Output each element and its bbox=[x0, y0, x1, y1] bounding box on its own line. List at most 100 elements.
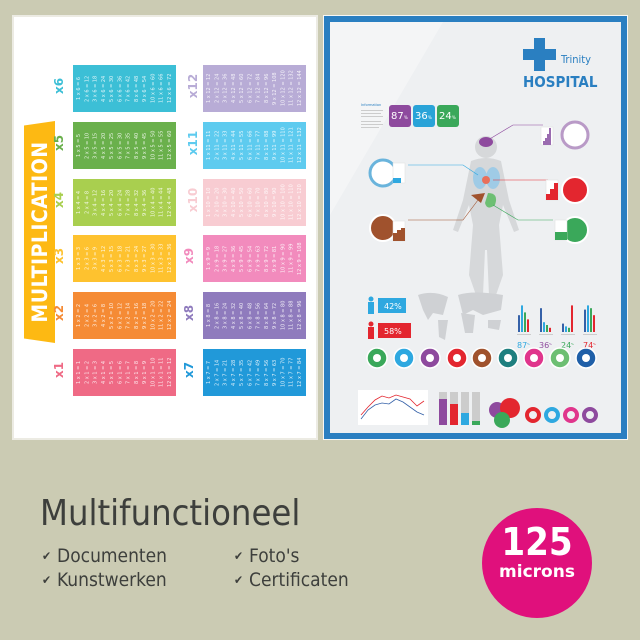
table-line: 6 x 5 = 30 bbox=[117, 132, 124, 159]
table-line: 10 x 7 = 70 bbox=[280, 357, 287, 388]
table-line: 3 x 1 = 3 bbox=[92, 360, 99, 385]
table-line: 2 x 12 = 24 bbox=[214, 73, 221, 104]
bar bbox=[524, 312, 526, 332]
table-line: 8 x 1 = 8 bbox=[133, 360, 140, 385]
table-line: 6 x 1 = 6 bbox=[117, 360, 124, 385]
feature-item: ✔ Documenten bbox=[42, 545, 167, 567]
table-line: 7 x 6 = 42 bbox=[125, 75, 132, 102]
table-line: 1 x 11 = 11 bbox=[206, 130, 213, 161]
world-map bbox=[418, 292, 503, 340]
table-line: 11 x 1 = 11 bbox=[158, 357, 165, 388]
table-line: 1 x 10 = 10 bbox=[206, 187, 213, 218]
table-line: 1 x 9 = 9 bbox=[206, 246, 213, 271]
table-line: 5 x 2 = 10 bbox=[109, 302, 116, 329]
table-line: 3 x 9 = 27 bbox=[222, 245, 229, 272]
table-line: 7 x 10 = 70 bbox=[255, 187, 262, 218]
bar bbox=[549, 327, 551, 332]
bar-group-label: 74 bbox=[583, 341, 593, 350]
feature-label: Certificaten bbox=[249, 569, 349, 591]
apple-icon bbox=[575, 347, 597, 369]
hospital-poster: Trinity HOSPITAL Information 87% 36% 24% bbox=[323, 15, 628, 440]
heart-organ bbox=[482, 176, 490, 184]
table-line: 1 x 12 = 12 bbox=[206, 73, 213, 104]
table-line: 11 x 8 = 88 bbox=[288, 300, 295, 331]
table-line: 10 x 3 = 30 bbox=[150, 243, 157, 274]
table-line: 9 x 12 = 108 bbox=[272, 72, 279, 105]
hospital-infographic: Trinity HOSPITAL Information 87% 36% 24% bbox=[324, 16, 627, 439]
table-line: 4 x 10 = 40 bbox=[230, 187, 237, 218]
bar-baseline bbox=[561, 334, 575, 335]
bar-baseline bbox=[539, 334, 553, 335]
table-line: 5 x 5 = 25 bbox=[109, 132, 116, 159]
table-label: x1 bbox=[52, 361, 67, 379]
connector-lines bbox=[408, 124, 553, 221]
table-line: 4 x 9 = 36 bbox=[230, 245, 237, 272]
table-line: 3 x 6 = 18 bbox=[92, 75, 99, 102]
table-line: 12 x 4 = 48 bbox=[166, 187, 173, 218]
table-line: 12 x 12 = 144 bbox=[296, 70, 303, 107]
stomach-icon bbox=[366, 347, 388, 369]
table-line: 10 x 5 = 50 bbox=[150, 130, 157, 161]
gender-stats: 42% 58% bbox=[368, 296, 411, 339]
table-line: 4 x 6 = 24 bbox=[100, 75, 107, 102]
table-line: 7 x 8 = 56 bbox=[255, 302, 262, 329]
table-line: 8 x 10 = 80 bbox=[263, 187, 270, 218]
table-line: 5 x 11 = 55 bbox=[239, 130, 246, 161]
bar-group-label: 87 bbox=[517, 341, 527, 350]
table-line: 11 x 3 = 33 bbox=[158, 243, 165, 274]
table-line: 12 x 7 = 84 bbox=[296, 357, 303, 388]
table-label: x11 bbox=[186, 130, 201, 156]
bar bbox=[587, 305, 589, 332]
table-line: 1 x 3 = 3 bbox=[76, 246, 83, 271]
liver-icon bbox=[471, 347, 493, 369]
table-line: 3 x 5 = 15 bbox=[92, 132, 99, 159]
bar bbox=[518, 315, 520, 332]
bar bbox=[593, 315, 595, 332]
table-line: 12 x 10 = 120 bbox=[296, 184, 303, 221]
thickness-badge: 125 microns bbox=[482, 508, 592, 618]
blue-frame bbox=[324, 16, 627, 439]
table-line: 10 x 6 = 60 bbox=[150, 73, 157, 104]
table-line: 10 x 10 = 100 bbox=[280, 184, 287, 221]
table-label: x8 bbox=[182, 304, 197, 322]
table-line: 12 x 6 = 72 bbox=[166, 73, 173, 104]
table-line: 2 x 9 = 18 bbox=[214, 245, 221, 272]
times-table-12: 1 x 12 = 12 2 x 12 = 24 3 x 12 = 36 4 x 12 … bbox=[203, 65, 306, 112]
table-line: 3 x 11 = 33 bbox=[222, 130, 229, 161]
bar bbox=[562, 323, 564, 332]
table-line: 6 x 3 = 18 bbox=[117, 245, 124, 272]
info-text-lines bbox=[361, 110, 383, 128]
table-line: 3 x 3 = 9 bbox=[92, 246, 99, 271]
glare bbox=[330, 22, 443, 215]
table-line: 7 x 7 = 49 bbox=[255, 359, 262, 386]
bar bbox=[543, 322, 545, 332]
table-line: 2 x 11 = 22 bbox=[214, 130, 221, 161]
info-heading: Information bbox=[361, 103, 381, 107]
bar-chart-groups: 87% 36% 24% 74% bbox=[517, 305, 597, 350]
table-line: 6 x 9 = 54 bbox=[247, 245, 254, 272]
gender-stat-value: 42% bbox=[384, 302, 402, 311]
table-line: 1 x 6 = 6 bbox=[76, 76, 83, 101]
times-table-11: 1 x 11 = 11 2 x 11 = 22 3 x 11 = 33 4 x 11 … bbox=[203, 122, 306, 169]
bar bbox=[571, 305, 573, 332]
table-line: 4 x 2 = 8 bbox=[100, 303, 107, 328]
table-line: 11 x 6 = 66 bbox=[158, 73, 165, 104]
bar bbox=[584, 309, 586, 332]
table-line: 7 x 4 = 28 bbox=[125, 189, 132, 216]
gender-stat-value: 58% bbox=[384, 327, 402, 336]
table-line: 8 x 5 = 40 bbox=[133, 132, 140, 159]
table-line: 12 x 8 = 96 bbox=[296, 300, 303, 331]
table-line: 2 x 8 = 16 bbox=[214, 302, 221, 329]
bar bbox=[568, 327, 570, 332]
brain-circle-icon bbox=[560, 120, 590, 150]
heart-icon bbox=[446, 347, 468, 369]
table-line: 8 x 3 = 24 bbox=[133, 245, 140, 272]
table-line: 4 x 11 = 44 bbox=[230, 130, 237, 161]
sleep-icon bbox=[549, 347, 571, 369]
table-line: 11 x 4 = 44 bbox=[158, 187, 165, 218]
